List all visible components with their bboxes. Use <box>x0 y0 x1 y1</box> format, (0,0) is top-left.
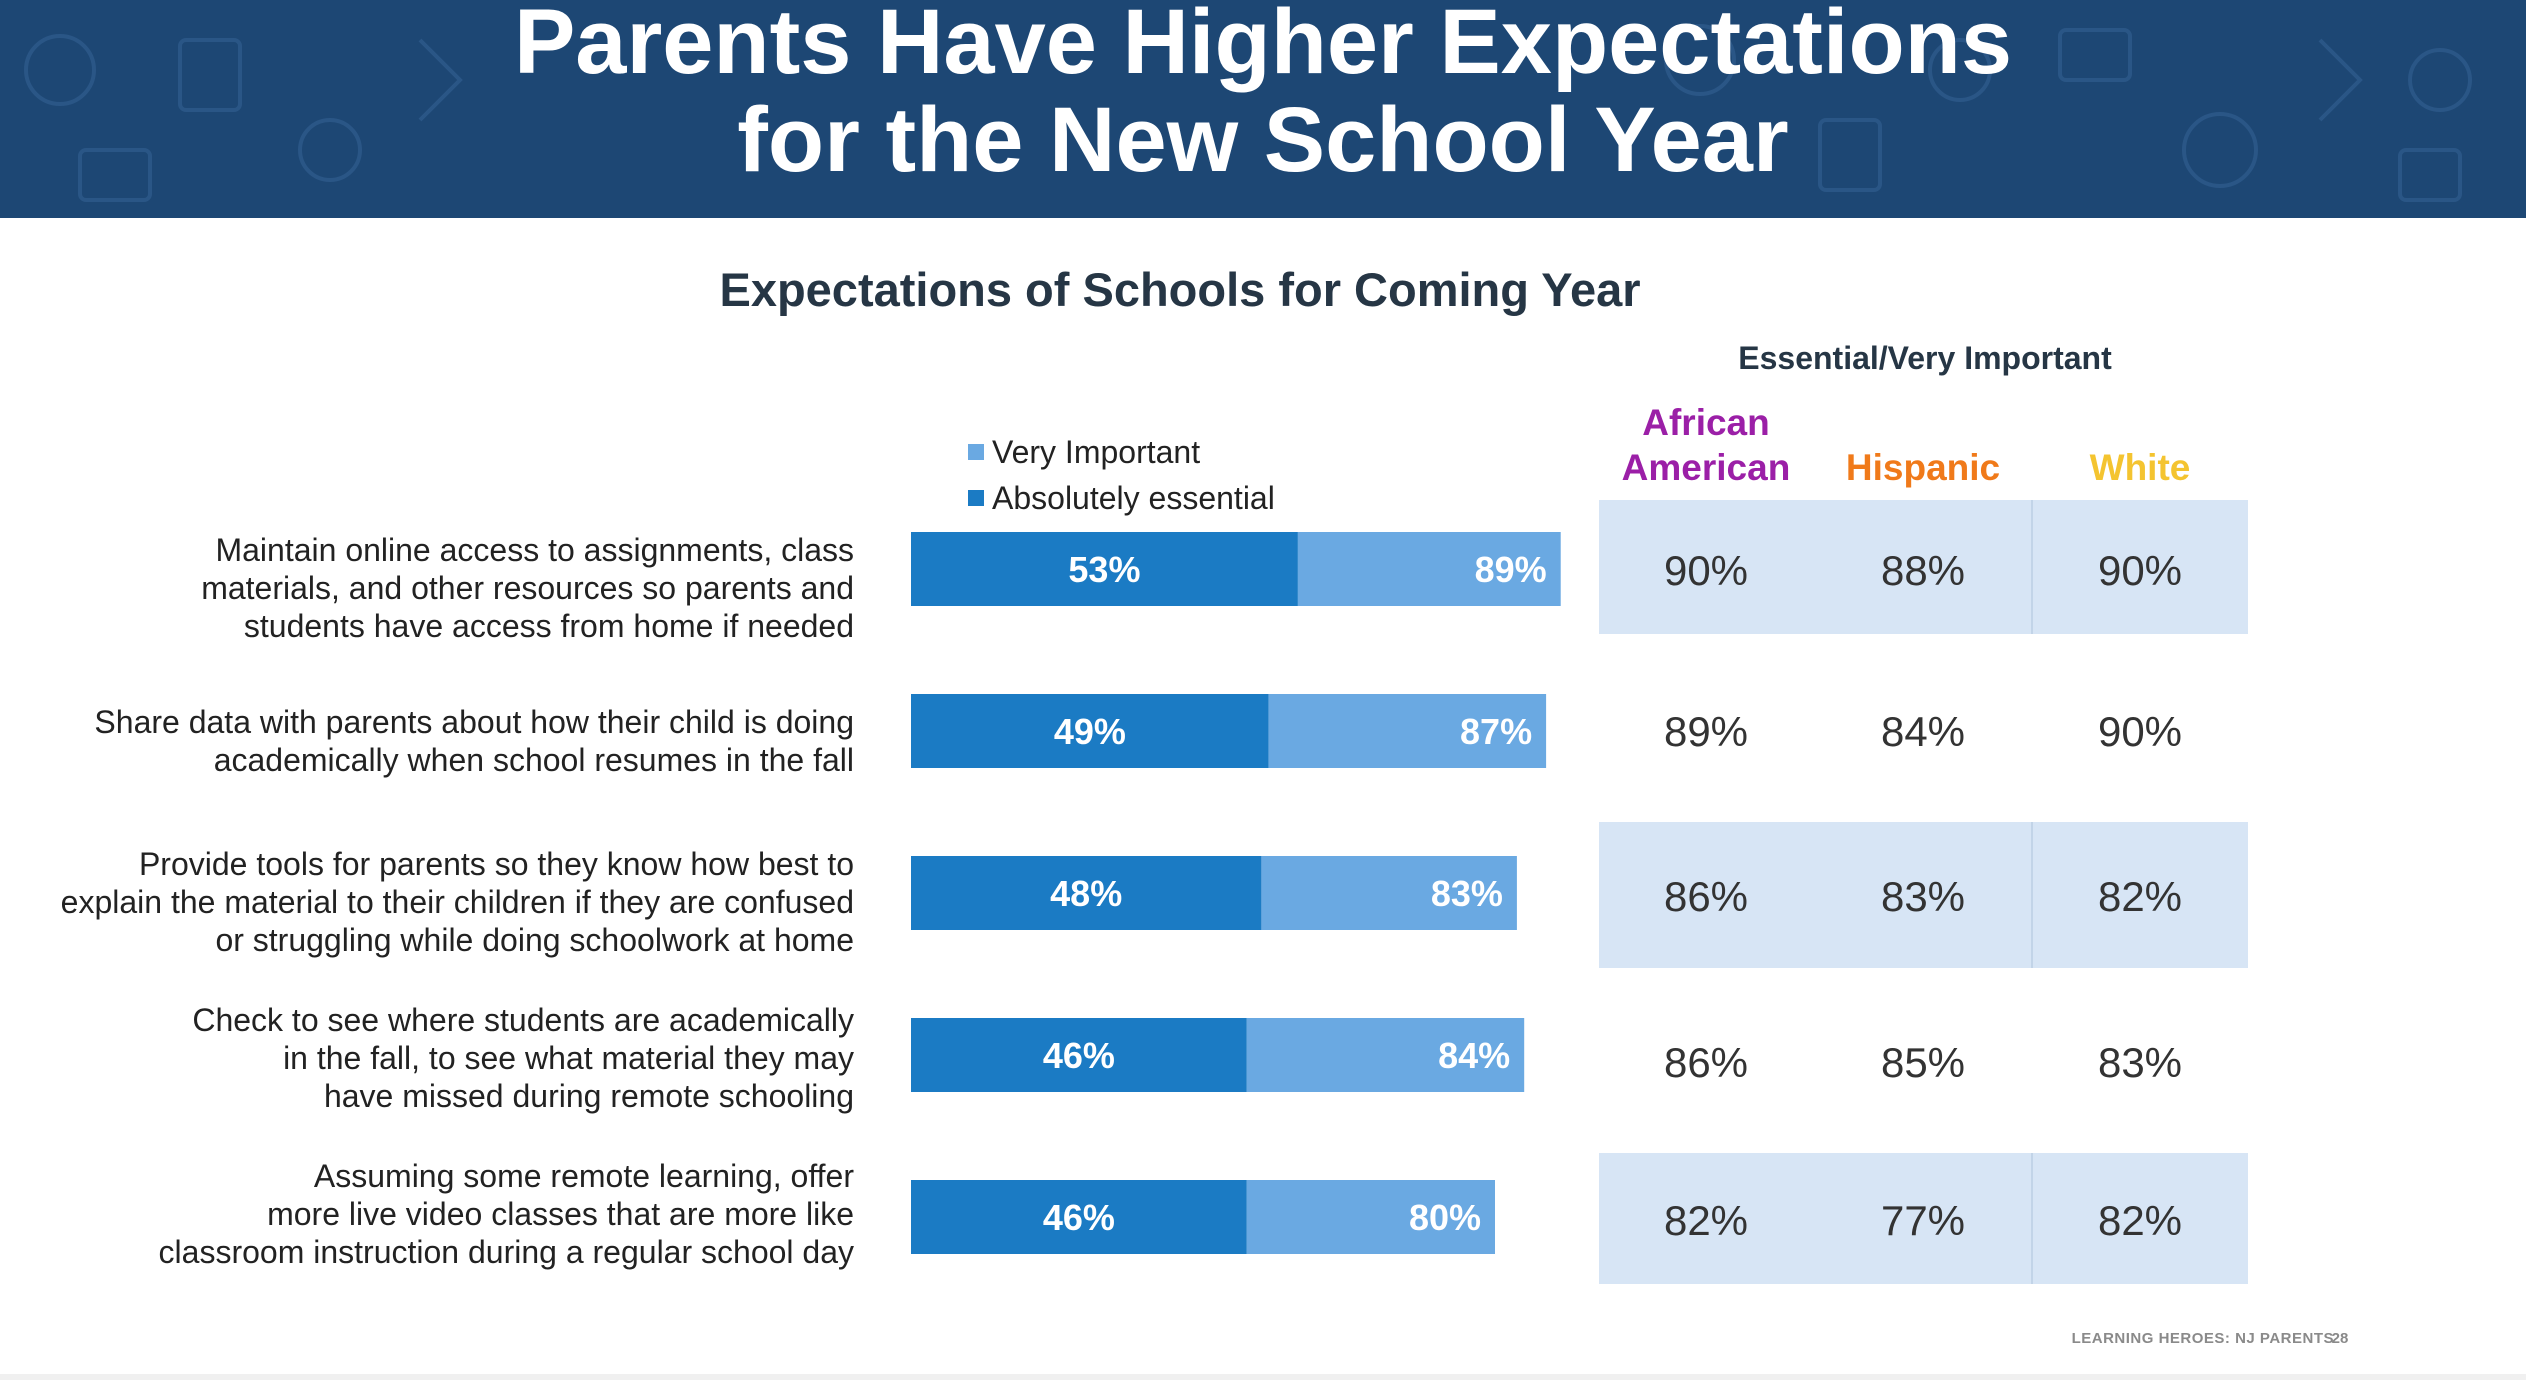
footer-source: LEARNING HEROES: NJ PARENTS <box>2071 1330 2334 1347</box>
row-label-line: Maintain online access to assignments, c… <box>215 532 854 568</box>
page-title-line-2: for the New School Year <box>737 89 1789 191</box>
data-label-total: 83% <box>1431 873 1503 914</box>
col-head-white: White <box>2032 445 2248 490</box>
bar-absolutely-essential <box>911 1018 1247 1092</box>
data-label-absolutely-essential: 48% <box>1050 873 1122 914</box>
legend-absolutely-essential: Absolutely essential <box>968 478 1275 518</box>
data-label-total: 89% <box>1475 549 1547 590</box>
col-head-line: American <box>1621 447 1791 488</box>
table-cell: 90% <box>1663 547 1749 594</box>
row-label-online-access: Maintain online access to assignments, c… <box>34 531 854 645</box>
table-cell: 82% <box>1663 1197 1749 1244</box>
title-banner: Parents Have Higher Expectations for the… <box>0 0 2526 218</box>
row-label-line: in the fall, to see what material they m… <box>283 1040 854 1076</box>
bar-absolutely-essential <box>911 532 1298 606</box>
legend-swatch-very-important <box>968 443 984 460</box>
bar-very-important <box>1261 856 1517 930</box>
table-cell: 82% <box>2097 873 2183 920</box>
chart-title: Expectations of Schools for Coming Year <box>719 263 1641 316</box>
legend-label-very-important: Very Important <box>992 434 1201 470</box>
data-label-total: 87% <box>1460 711 1532 752</box>
bar-absolutely-essential <box>911 1180 1247 1254</box>
col-head-line: African <box>1642 402 1770 443</box>
col-head-line: White <box>2089 447 2191 488</box>
bar-very-important <box>1246 1018 1525 1092</box>
legend-very-important: Very Important <box>968 432 1200 472</box>
table-cell: 88% <box>1880 547 1966 594</box>
bar-absolutely-essential <box>911 694 1269 768</box>
table-cell: 83% <box>1880 873 1966 920</box>
row-label-line: materials, and other resources so parent… <box>201 570 854 606</box>
table-cell: 90% <box>2097 708 2183 755</box>
data-label-absolutely-essential: 53% <box>1068 549 1140 590</box>
row-label-check-students: Check to see where students are academic… <box>34 1001 854 1115</box>
row-label-line: have missed during remote schooling <box>323 1078 854 1114</box>
data-label-absolutely-essential: 46% <box>1043 1035 1115 1076</box>
table-column-divider <box>2031 1153 2033 1284</box>
page-title-line-1: Parents Have Higher Expectations <box>513 0 2013 93</box>
data-label-absolutely-essential: 49% <box>1054 711 1126 752</box>
legend-label-absolutely-essential: Absolutely essential <box>992 480 1275 516</box>
row-label-live-video: Assuming some remote learning, offer mor… <box>34 1157 854 1271</box>
table-cell: 89% <box>1663 708 1749 755</box>
table-cell: 83% <box>2097 1039 2183 1086</box>
row-label-line: or struggling while doing schoolwork at … <box>215 922 854 958</box>
table-cell: 86% <box>1663 873 1749 920</box>
data-label-absolutely-essential: 46% <box>1043 1197 1115 1238</box>
table-cell: 84% <box>1880 708 1966 755</box>
row-label-line: Provide tools for parents so they know h… <box>138 846 854 882</box>
table-cell: 86% <box>1663 1039 1749 1086</box>
bar-absolutely-essential <box>911 856 1262 930</box>
col-head-hispanic: Hispanic <box>1815 445 2031 490</box>
table-row-shade <box>1599 822 2248 968</box>
legend-swatch-absolutely-essential <box>968 489 984 506</box>
table-cell: 85% <box>1880 1039 1966 1086</box>
school-pattern-background <box>24 24 2472 202</box>
bar-very-important <box>1268 694 1547 768</box>
table-column-divider <box>2031 822 2033 968</box>
row-label-line: more live video classes that are more li… <box>267 1196 854 1232</box>
row-label-line: students have access from home if needed <box>243 608 854 644</box>
row-label-line: Share data with parents about how their … <box>94 704 854 740</box>
bottom-divider <box>0 1374 2526 1380</box>
table-column-divider <box>2031 500 2033 634</box>
row-label-provide-tools: Provide tools for parents so they know h… <box>34 845 854 959</box>
row-label-line: explain the material to their children i… <box>60 884 854 920</box>
row-label-line: academically when school resumes in the … <box>213 742 854 778</box>
table-group-header: Essential/Very Important <box>1738 340 2112 376</box>
col-head-african-american: African American <box>1598 400 1814 490</box>
table-row-shade <box>1599 500 2248 634</box>
data-label-total: 84% <box>1438 1035 1510 1076</box>
table-row-shade <box>1599 1153 2248 1284</box>
col-head-line: Hispanic <box>1845 447 2001 488</box>
bar-very-important <box>1297 532 1561 606</box>
table-cell: 90% <box>2097 547 2183 594</box>
data-label-total: 80% <box>1409 1197 1481 1238</box>
row-label-share-data: Share data with parents about how their … <box>34 703 854 779</box>
bar-very-important <box>1246 1180 1495 1254</box>
page-number: 28 <box>2331 1330 2349 1347</box>
table-cell: 82% <box>2097 1197 2183 1244</box>
table-cell: 77% <box>1880 1197 1966 1244</box>
row-label-line: Assuming some remote learning, offer <box>313 1158 854 1194</box>
row-label-line: Check to see where students are academic… <box>192 1002 854 1038</box>
row-label-line: classroom instruction during a regular s… <box>158 1234 854 1270</box>
